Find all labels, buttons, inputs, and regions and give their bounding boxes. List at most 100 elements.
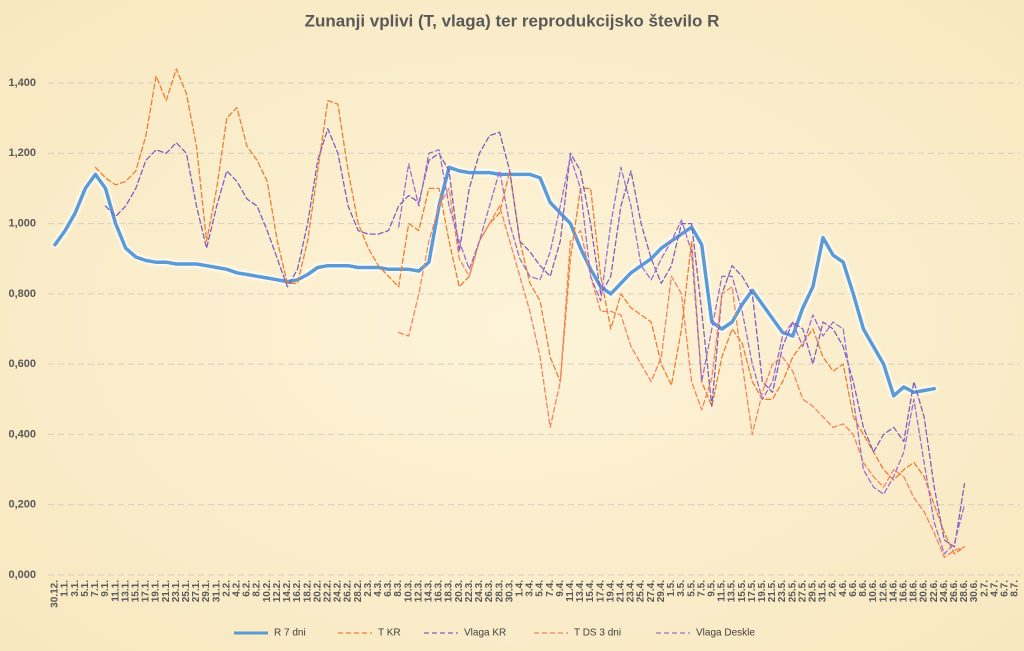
x-tick-label: 24.2. <box>333 580 344 602</box>
x-tick-label: 31.1. <box>211 580 222 602</box>
x-tick-label: 30.6. <box>969 580 980 602</box>
x-tick-label: 2.2. <box>221 580 232 597</box>
legend-label: T KR <box>378 628 401 639</box>
x-tick-label: 19.5. <box>757 580 768 602</box>
x-tick-label: 21.1. <box>161 580 172 602</box>
y-tick-label: 0,400 <box>8 428 36 440</box>
x-tick-label: 17.5. <box>747 580 758 602</box>
x-tick-label: 10.2. <box>262 580 273 602</box>
x-tick-label: 8.7. <box>1010 580 1021 597</box>
x-tick-label: 23.4. <box>626 580 637 602</box>
y-tick-label: 0,200 <box>8 499 36 511</box>
x-tick-label: 29.1. <box>201 580 212 602</box>
x-tick-label: 1.1. <box>60 580 71 597</box>
y-tick-label: 0,800 <box>8 288 36 300</box>
x-tick-label: 19.1. <box>151 580 162 602</box>
x-tick-label: 28.2. <box>353 580 364 602</box>
series-line <box>94 68 966 555</box>
x-tick-label: 12.3. <box>413 580 424 602</box>
x-tick-label: 13.5. <box>727 580 738 602</box>
y-tick-label: 0,600 <box>8 358 36 370</box>
x-tick-label: 22.2. <box>322 580 333 602</box>
x-tick-label: 4.2. <box>232 580 243 597</box>
x-tick-label: 8.6. <box>858 580 869 597</box>
series-line <box>104 128 966 548</box>
x-tick-label: 20.6. <box>919 580 930 602</box>
x-tick-label: 20.3. <box>454 580 465 602</box>
x-tick-label: 30.3. <box>504 580 515 602</box>
x-tick-label: 23.1. <box>171 580 182 602</box>
x-tick-label: 5.4. <box>535 580 546 597</box>
x-tick-label: 14.2. <box>282 580 293 602</box>
x-tick-label: 16.3. <box>434 580 445 602</box>
x-tick-label: 2.3. <box>363 580 374 597</box>
y-tick-label: 1,200 <box>8 147 36 159</box>
x-tick-label: 14.6. <box>888 580 899 602</box>
x-tick-label: 6.3. <box>383 580 394 597</box>
x-tick-label: 17.4. <box>595 580 606 602</box>
x-tick-label: 17.1. <box>141 580 152 602</box>
x-tick-label: 11.5. <box>717 580 728 602</box>
x-tick-label: 23.5. <box>777 580 788 602</box>
x-tick-label: 22.3. <box>464 580 475 602</box>
x-tick-label: 8.3. <box>393 580 404 597</box>
x-tick-label: 28.3. <box>494 580 505 602</box>
x-tick-label: 11.4. <box>565 580 576 602</box>
x-tick-label: 15.1. <box>130 580 141 602</box>
x-tick-label: 14.3. <box>424 580 435 602</box>
y-tick-label: 1,400 <box>8 77 36 89</box>
x-tick-label: 9.5. <box>706 580 717 597</box>
x-tick-label: 7.4. <box>545 580 556 597</box>
x-tick-label: 3.1. <box>70 580 81 597</box>
x-tick-label: 18.2. <box>302 580 313 602</box>
x-tick-label: 13.4. <box>575 580 586 602</box>
x-tick-label: 15.4. <box>585 580 596 602</box>
x-tick-label: 27.1. <box>191 580 202 602</box>
x-tick-label: 13.1. <box>120 580 131 602</box>
x-tick-label: 21.5. <box>767 580 778 602</box>
x-tick-label: 24.3. <box>474 580 485 602</box>
x-tick-label: 16.6. <box>898 580 909 602</box>
y-tick-label: 1,000 <box>8 217 36 229</box>
series-line <box>53 165 936 398</box>
x-tick-label: 21.4. <box>616 580 627 602</box>
x-tick-label: 12.2. <box>272 580 283 602</box>
x-tick-label: 6.7. <box>1000 580 1011 597</box>
x-tick-label: 4.6. <box>838 580 849 597</box>
x-tick-label: 9.1. <box>100 580 111 597</box>
x-tick-label: 6.2. <box>242 580 253 597</box>
x-tick-label: 25.4. <box>636 580 647 602</box>
x-tick-label: 25.1. <box>181 580 192 602</box>
x-tick-label: 15.5. <box>737 580 748 602</box>
x-tick-label: 24.6. <box>939 580 950 602</box>
series-line <box>397 149 966 555</box>
x-tick-label: 3.5. <box>676 580 687 597</box>
x-tick-label: 12.6. <box>878 580 889 602</box>
x-tick-label: 16.2. <box>292 580 303 602</box>
x-tick-label: 10.6. <box>868 580 879 602</box>
x-tick-label: 18.3. <box>444 580 455 602</box>
x-tick-label: 5.5. <box>686 580 697 597</box>
legend-label: Vlaga KR <box>464 628 506 639</box>
x-tick-label: 30.12. <box>50 580 61 608</box>
x-tick-label: 11.1. <box>110 580 121 602</box>
x-tick-label: 7.5. <box>696 580 707 597</box>
series-line <box>397 187 966 559</box>
x-tick-label: 29.5. <box>808 580 819 602</box>
x-tick-label: 5.1. <box>80 580 91 597</box>
chart-title: Zunanji vplivi (T, vlaga) ter reprodukci… <box>305 11 720 30</box>
x-tick-label: 19.4. <box>605 580 616 602</box>
x-tick-label: 2.7. <box>979 580 990 597</box>
x-tick-label: 26.6. <box>949 580 960 602</box>
x-tick-label: 31.5. <box>818 580 829 602</box>
x-tick-label: 1.5. <box>666 580 677 597</box>
x-tick-label: 1.4. <box>514 580 525 597</box>
x-tick-label: 20.2. <box>312 580 323 602</box>
x-tick-label: 22.6. <box>929 580 940 602</box>
x-tick-label: 7.1. <box>90 580 101 597</box>
x-tick-label: 8.2. <box>252 580 263 597</box>
x-tick-label: 10.3. <box>403 580 414 602</box>
x-tick-label: 2.6. <box>828 580 839 597</box>
x-tick-label: 26.2. <box>343 580 354 602</box>
